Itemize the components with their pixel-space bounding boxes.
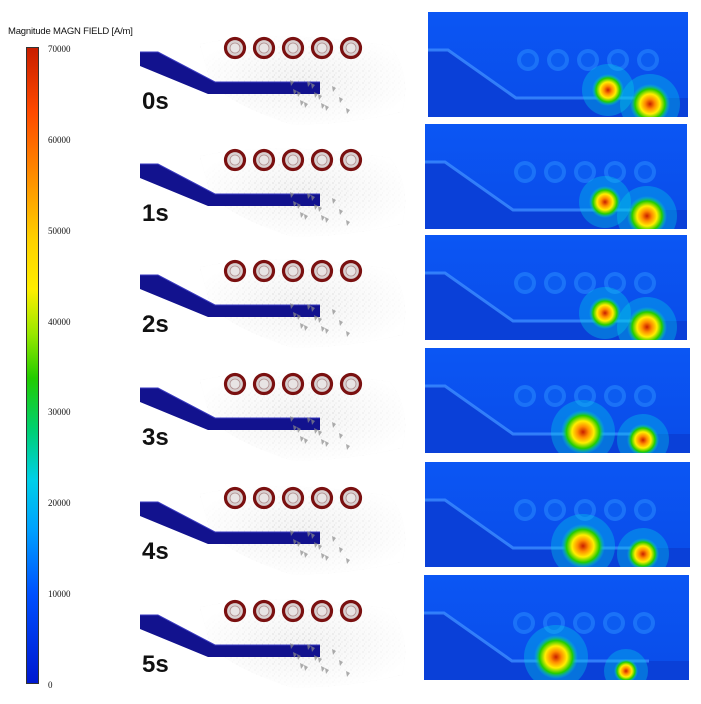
time-label: 1s [142,200,169,227]
field-frame [425,235,687,343]
colorbar-tick-10000: 10000 [48,589,71,599]
colorbar-tick-40000: 40000 [48,317,71,327]
time-label: 4s [142,538,169,565]
conveyor-ramp [140,275,320,317]
field-frame [425,124,687,232]
colorbar-tick-30000: 30000 [48,407,71,417]
time-label: 3s [142,424,169,451]
colorbar-tick-0: 0 [48,680,53,690]
field-frame [425,348,690,456]
time-label: 2s [142,311,169,338]
colorbar-title: Magnitude MAGN FIELD [A/m] [8,26,133,37]
colorbar [26,47,39,684]
conveyor-ramp [140,164,320,206]
conveyor-ramp [140,52,320,94]
time-label: 5s [142,651,169,678]
particle-frame [140,34,422,129]
colorbar-tick-20000: 20000 [48,498,71,508]
field-frame [428,12,688,120]
particle-frame [140,146,422,241]
colorbar-tick-50000: 50000 [48,226,71,236]
field-frame [424,575,689,683]
colorbar-tick-70000: 70000 [48,44,71,54]
particle-frame [140,370,422,465]
colorbar-tick-60000: 60000 [48,135,71,145]
conveyor-ramp [140,615,320,657]
particle-frame [140,257,422,352]
particle-frame [140,597,422,692]
conveyor-ramp [140,388,320,430]
field-frame [425,462,690,570]
particle-frame [140,484,422,579]
time-label: 0s [142,88,169,115]
conveyor-ramp [140,502,320,544]
